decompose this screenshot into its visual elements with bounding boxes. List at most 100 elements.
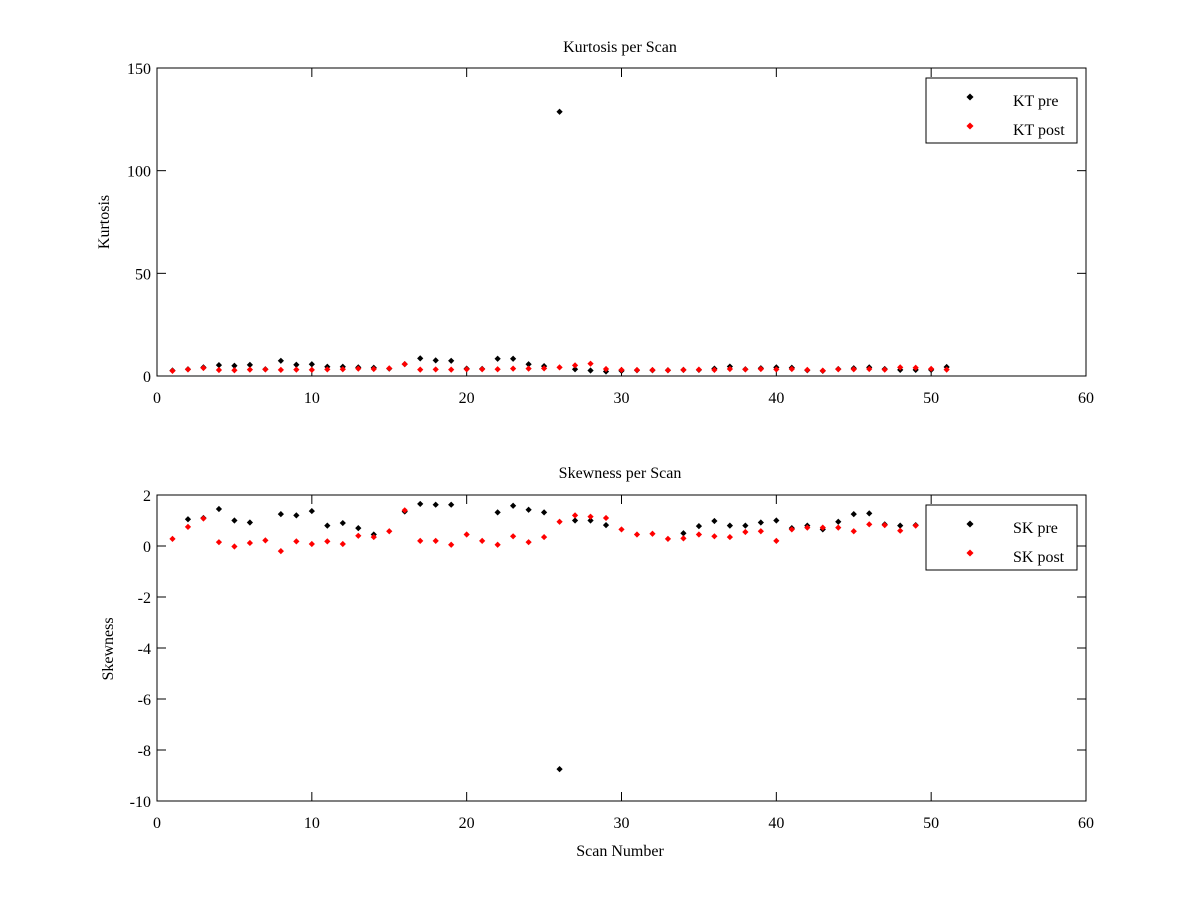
kurtosis-point-kt-post [742, 366, 749, 373]
kurtosis-x-tick-label: 50 [923, 390, 939, 407]
skewness-x-tick-label: 50 [923, 815, 939, 832]
skewness-point-sk-pre [866, 510, 873, 517]
kurtosis-point-kt-post [262, 366, 269, 373]
skewness-point-sk-post [742, 528, 749, 536]
kurtosis-point-kt-post [510, 365, 517, 372]
kurtosis-legend-box [925, 77, 1078, 144]
skewness-y-tick-label: -10 [130, 794, 151, 811]
skewness-point-sk-post [633, 531, 641, 538]
kurtosis-point-kt-post [448, 366, 455, 373]
kurtosis-point-kt-pre [448, 357, 455, 364]
skewness-panel: Skewness per Scan Skewness Scan Number 0… [100, 465, 1094, 860]
skewness-point-sk-post [602, 514, 610, 522]
skewness-point-sk-pre [448, 501, 455, 508]
skewness-point-sk-pre [897, 522, 904, 529]
kurtosis-y-tick-label: 150 [127, 61, 151, 78]
skewness-point-sk-post [835, 524, 842, 531]
kurtosis-point-kt-post [308, 366, 315, 373]
kurtosis-point-kt-post [401, 360, 408, 368]
kurtosis-y-tick-label: 0 [143, 369, 151, 386]
skewness-point-sk-pre [835, 518, 842, 525]
skewness-y-tick-label: 0 [143, 539, 151, 556]
skewness-y-tick-label: 2 [143, 488, 151, 505]
kurtosis-point-kt-post [571, 362, 579, 369]
skewness-point-sk-pre [277, 511, 284, 518]
skewness-point-sk-pre [571, 517, 579, 524]
kurtosis-point-kt-pre [417, 355, 424, 362]
kurtosis-ticks: 0 10 20 30 40 50 60 0 50 100 150 [127, 61, 1094, 407]
kurtosis-point-kt-post [386, 365, 393, 372]
kurtosis-y-axis-label: Kurtosis [96, 195, 113, 249]
skewness-point-sk-pre [742, 522, 749, 529]
skewness-point-sk-post [680, 535, 687, 542]
kurtosis-point-kt-post [370, 365, 377, 373]
kurtosis-legend: KT pre KT post [925, 77, 1078, 144]
skewness-point-sk-post [850, 528, 857, 535]
kurtosis-point-kt-pre [277, 357, 284, 364]
kurtosis-point-kt-post [618, 366, 625, 373]
kurtosis-point-kt-pre [231, 362, 238, 369]
kurtosis-x-tick-label: 0 [153, 390, 161, 407]
skewness-x-tick-label: 40 [768, 815, 784, 832]
skewness-point-sk-pre [602, 521, 610, 529]
skewness-point-sk-pre [432, 501, 439, 508]
skewness-point-sk-post [726, 533, 733, 541]
skewness-point-sk-pre [231, 517, 238, 524]
skewness-y-tick-label: -6 [138, 692, 151, 709]
skewness-point-sk-post [773, 537, 780, 545]
kurtosis-point-kt-post [711, 366, 718, 373]
skewness-point-sk-post [510, 533, 517, 540]
skewness-point-sk-post [556, 518, 563, 525]
kurtosis-point-kt-post [355, 365, 362, 372]
kurtosis-y-tick-label: 100 [127, 164, 151, 181]
skewness-x-axis-label: Scan Number [576, 843, 664, 860]
skewness-point-sk-post [540, 533, 548, 541]
skewness-point-sk-post [401, 507, 408, 514]
skewness-y-tick-label: -4 [138, 641, 151, 658]
kurtosis-point-kt-post [231, 367, 238, 374]
skewness-point-sk-pre [417, 500, 424, 508]
skewness-point-sk-post [711, 533, 718, 540]
kurtosis-y-tick-label: 50 [135, 266, 151, 283]
skewness-point-sk-post [587, 513, 594, 520]
skewness-point-sk-pre [711, 517, 718, 525]
skewness-point-sk-post [819, 524, 826, 531]
skewness-legend-marker-sk-post [966, 549, 974, 557]
skewness-point-sk-pre [680, 530, 687, 537]
kurtosis-point-kt-post [633, 366, 641, 374]
skewness-point-sk-pre [726, 522, 733, 529]
skewness-legend-marker-sk-pre [966, 520, 974, 528]
skewness-legend-box [925, 504, 1078, 571]
skewness-point-sk-post [757, 528, 764, 535]
skewness-y-axis-label: Skewness [100, 617, 117, 680]
kurtosis-x-tick-label: 60 [1078, 390, 1094, 407]
kurtosis-point-kt-post [928, 365, 935, 372]
kurtosis-point-kt-pre [525, 361, 532, 368]
kurtosis-legend-label-kt-post: KT post [1013, 122, 1065, 139]
kurtosis-point-kt-post [680, 366, 687, 373]
skewness-point-sk-pre [494, 509, 501, 516]
skewness-legend-label-sk-pre: SK pre [1013, 520, 1058, 537]
kurtosis-point-kt-pre [293, 361, 300, 368]
skewness-point-sk-post [262, 537, 269, 544]
kurtosis-point-kt-post [417, 366, 424, 373]
skewness-point-sk-pre [556, 766, 563, 773]
kurtosis-x-tick-label: 30 [614, 390, 630, 407]
skewness-point-sk-post [618, 526, 625, 533]
skewness-point-sk-post [881, 521, 888, 529]
skewness-point-sk-post [231, 543, 238, 550]
kurtosis-legend-marker-kt-post [966, 122, 974, 130]
kurtosis-title: Kurtosis per Scan [563, 39, 677, 56]
kurtosis-point-kt-pre [494, 355, 501, 362]
skewness-point-sk-pre [757, 519, 764, 526]
skewness-x-tick-label: 30 [614, 815, 630, 832]
skewness-point-sk-post [525, 539, 532, 546]
kurtosis-point-kt-post [463, 366, 470, 373]
skewness-legend-label-sk-post: SK post [1013, 549, 1065, 566]
skewness-point-sk-post [866, 521, 873, 528]
skewness-point-sk-post [788, 526, 795, 533]
skewness-point-sk-post [571, 512, 579, 519]
skewness-point-sk-post [695, 531, 703, 538]
kurtosis-x-tick-label: 10 [304, 390, 320, 407]
